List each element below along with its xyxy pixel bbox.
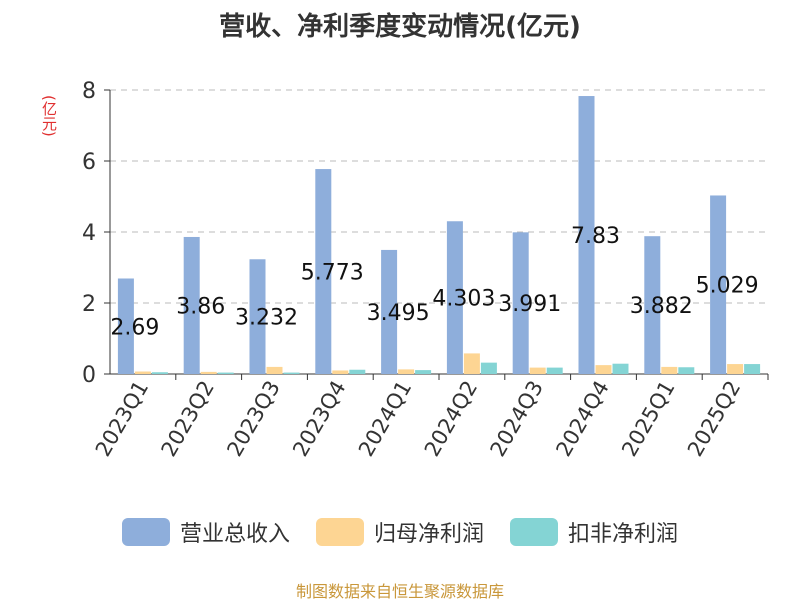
y-tick-label: 8 (82, 79, 96, 104)
legend: 营业总收入 归母净利润 扣非净利润 (0, 516, 800, 548)
x-tick-label: 2023Q2 (157, 377, 219, 461)
bar-net-profit (529, 367, 546, 374)
y-tick-label: 4 (82, 221, 96, 246)
bar-deducted-profit (151, 372, 168, 374)
bar-revenue (117, 278, 134, 374)
x-tick-label: 2023Q3 (222, 377, 284, 461)
bar-revenue (578, 96, 595, 374)
legend-item-net-profit[interactable]: 归母净利润 (315, 516, 484, 548)
bar-deducted-profit (415, 370, 432, 374)
x-tick-label: 2024Q3 (486, 377, 548, 461)
bar-revenue (183, 236, 200, 374)
bar-revenue (446, 221, 463, 374)
bar-revenue (644, 236, 661, 374)
bar-net-profit (200, 371, 217, 374)
bar-revenue (512, 232, 529, 374)
legend-swatch-deducted-profit (510, 518, 558, 546)
legend-label-net-profit: 归母净利润 (373, 522, 484, 547)
data-label-revenue: 4.303 (432, 287, 495, 312)
x-tick-label: 2023Q4 (288, 377, 350, 461)
data-label-revenue: 3.991 (498, 292, 561, 317)
data-label-revenue: 3.232 (235, 306, 298, 331)
y-tick-label: 6 (82, 150, 96, 175)
bar-deducted-profit (283, 372, 300, 374)
legend-item-deducted-profit[interactable]: 扣非净利润 (510, 516, 678, 548)
data-label-revenue: 3.86 (176, 294, 225, 319)
data-label-revenue: 3.882 (630, 294, 693, 319)
bar-net-profit (661, 366, 678, 374)
data-source-note: 制图数据来自恒生聚源数据库 (295, 582, 504, 601)
legend-item-revenue[interactable]: 营业总收入 (121, 516, 290, 548)
legend-label-deducted-profit: 扣非净利润 (568, 522, 679, 547)
data-label-revenue: 2.69 (110, 315, 159, 340)
bar-deducted-profit (678, 367, 695, 374)
data-label-revenue: 5.029 (696, 274, 759, 299)
bar-net-profit (463, 353, 480, 374)
bar-deducted-profit (349, 369, 366, 374)
legend-label-revenue: 营业总收入 (179, 522, 290, 547)
y-tick-label: 2 (82, 292, 96, 317)
chart-title: 营收、净利季度变动情况(亿元) (219, 12, 581, 42)
data-label-revenue: 5.773 (301, 261, 364, 286)
bar-deducted-profit (612, 363, 629, 374)
x-tick-label: 2024Q4 (551, 377, 613, 461)
bar-deducted-profit (546, 367, 563, 374)
bar-net-profit (134, 371, 151, 374)
x-tick-label: 2024Q1 (354, 377, 416, 461)
bar-net-profit (332, 370, 349, 374)
bar-revenue (710, 195, 727, 374)
x-tick-label: 2025Q1 (617, 377, 679, 461)
legend-swatch-net-profit (315, 518, 364, 546)
x-tick-label: 2025Q2 (683, 377, 745, 461)
bar-net-profit (398, 369, 415, 374)
x-tick-label: 2023Q1 (91, 377, 153, 461)
bar-net-profit (595, 365, 612, 374)
y-tick-label: 0 (82, 363, 96, 388)
x-tick-label: 2024Q2 (420, 377, 482, 461)
bar-deducted-profit (480, 362, 497, 374)
bar-revenue (315, 169, 332, 374)
legend-swatch-revenue (121, 518, 170, 546)
data-label-revenue: 3.495 (367, 301, 430, 326)
bar-net-profit (727, 364, 744, 374)
bar-deducted-profit (217, 372, 234, 374)
bar-net-profit (266, 366, 283, 374)
bar-deducted-profit (744, 364, 761, 374)
data-label-revenue: 7.83 (571, 224, 620, 249)
bar-revenue (381, 249, 398, 374)
bar-revenue (249, 259, 266, 374)
y-axis-unit-label: (亿元) (40, 95, 58, 137)
